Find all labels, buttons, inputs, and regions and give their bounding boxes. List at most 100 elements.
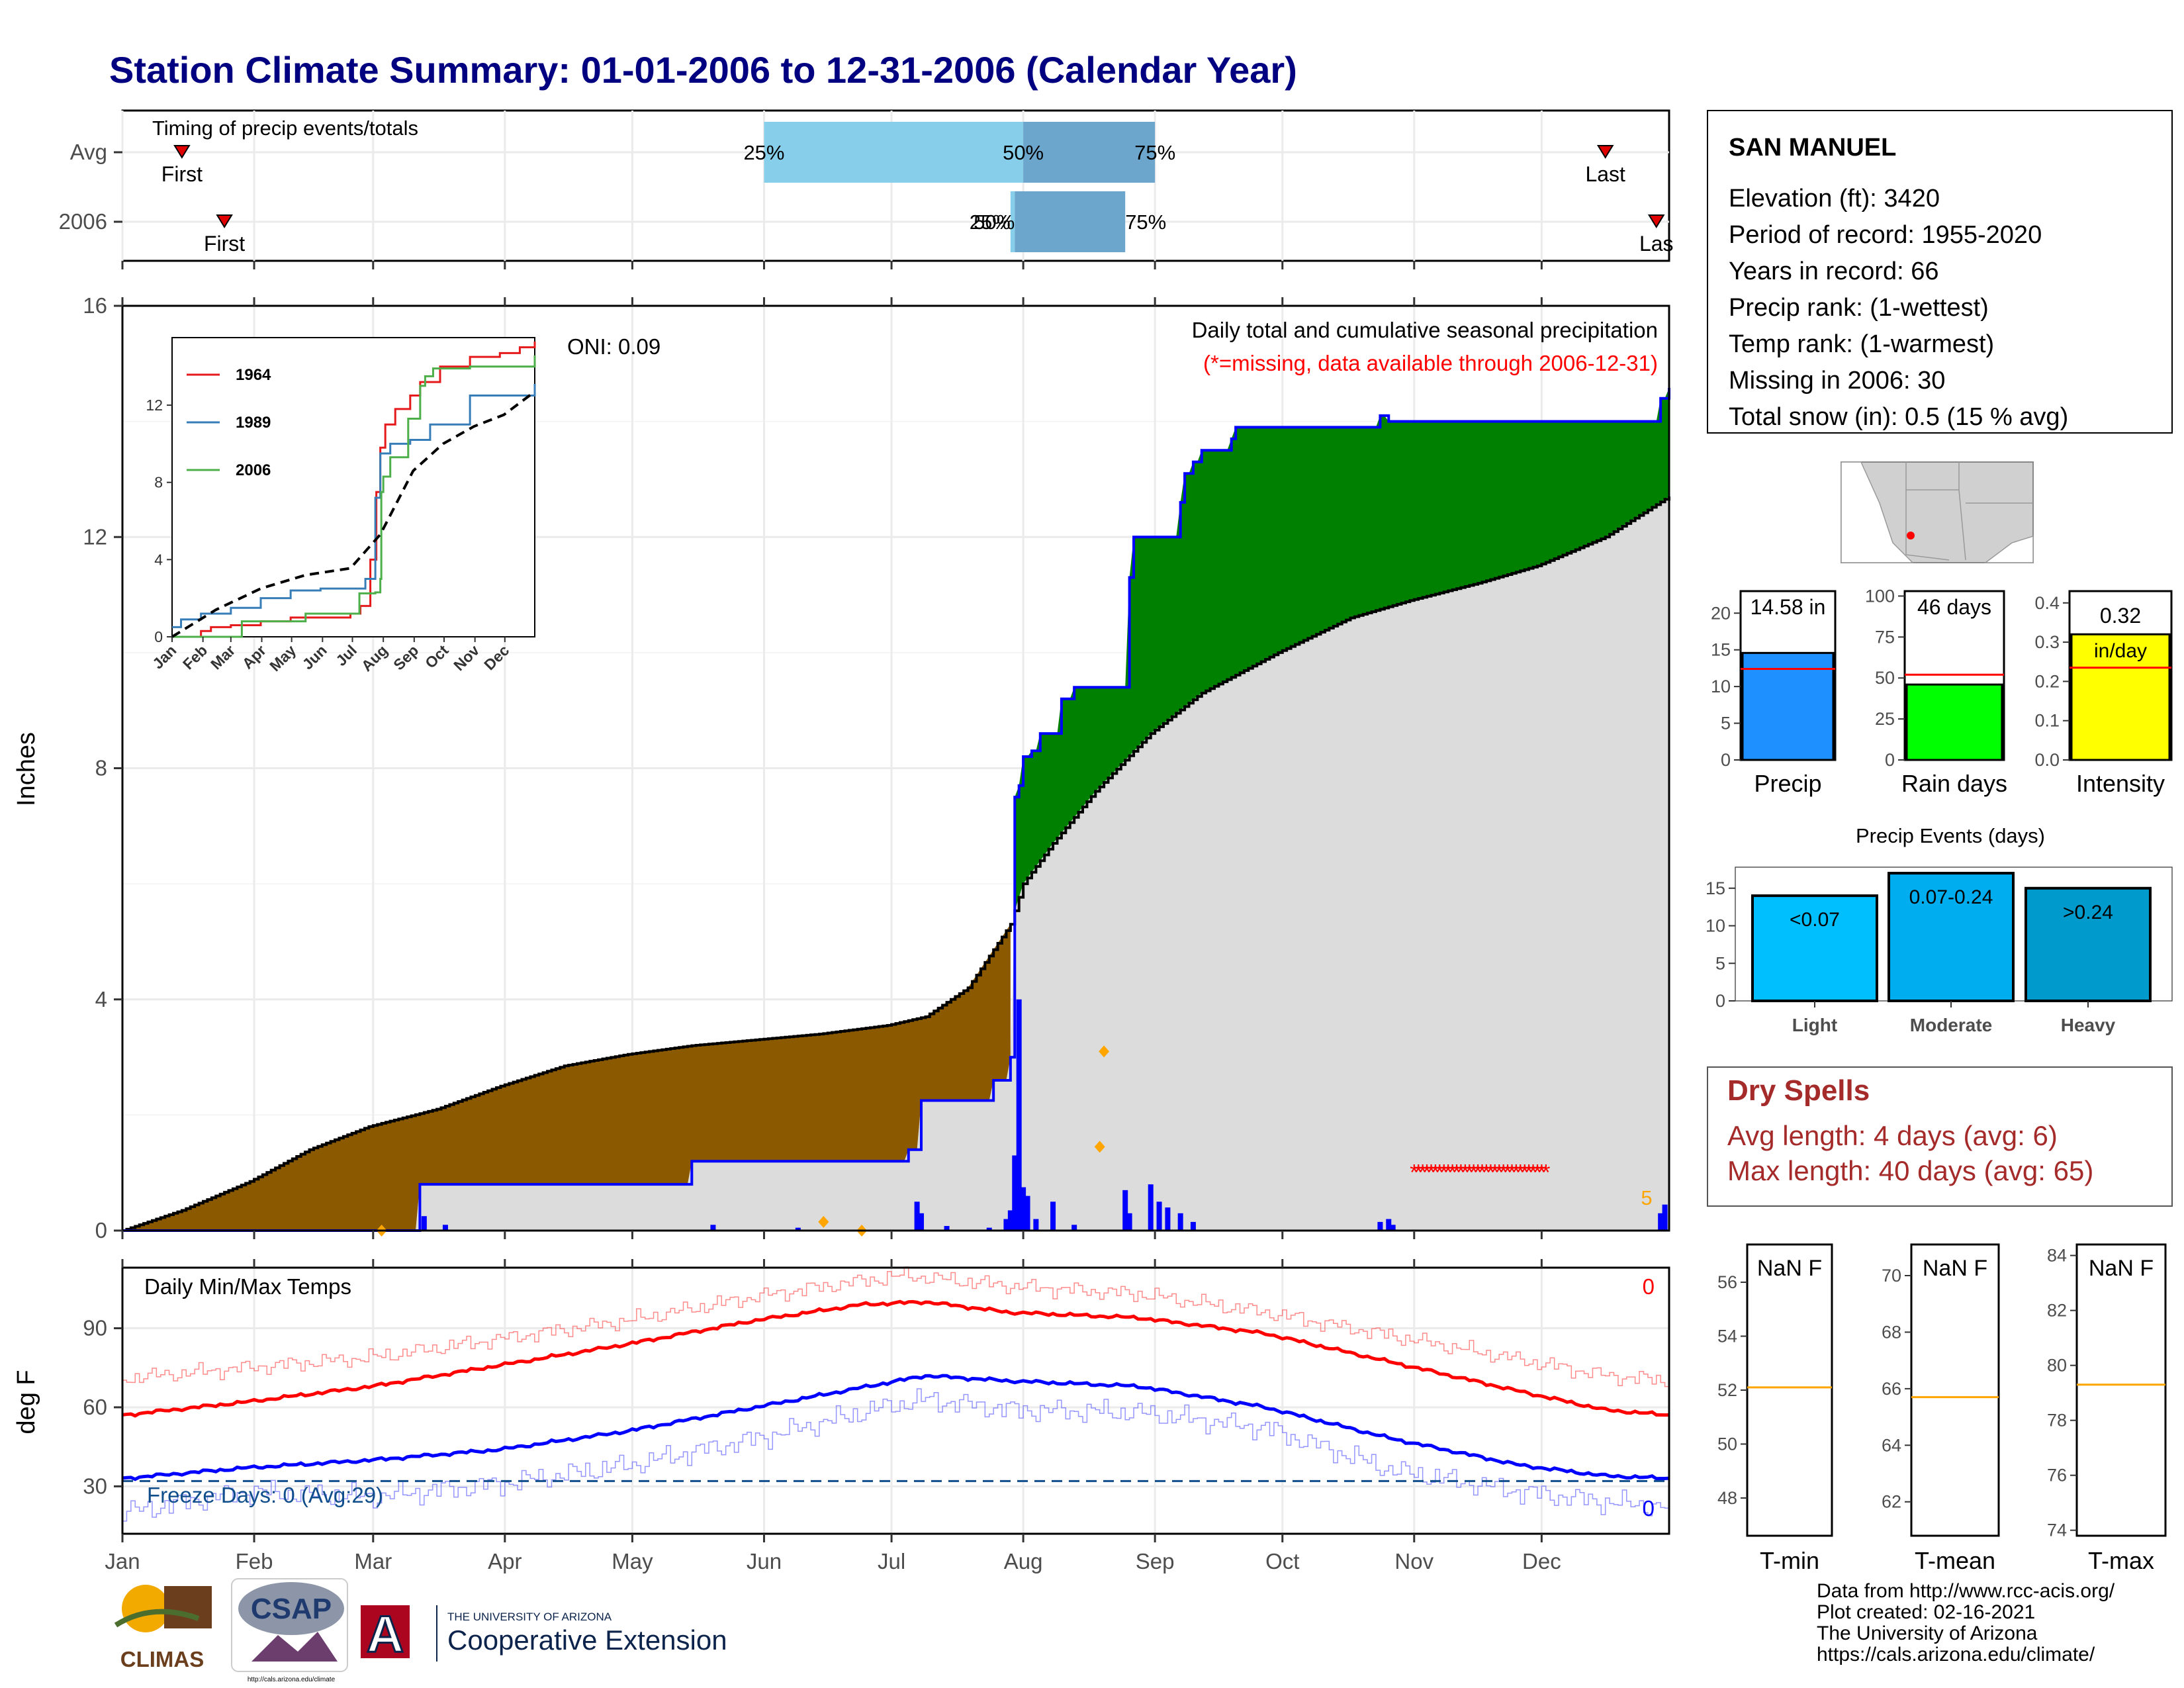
climas-wordmark: CLIMAS xyxy=(120,1647,205,1671)
missing-day-marker: * xyxy=(1486,1160,1495,1186)
timing-row-label: Avg xyxy=(70,140,107,164)
temp-box-ytick-label: 84 xyxy=(2047,1246,2067,1266)
stat-bar xyxy=(2070,633,2171,761)
stat-ytick-label: 20 xyxy=(1711,603,1731,623)
annual-stats-bars: 0 5 10 15 20 14.58 in Precip 0 25 50 75 100 46 days R… xyxy=(1711,586,2173,797)
event-range-label: >0.24 xyxy=(2063,902,2113,923)
inset-series-line xyxy=(172,341,536,638)
stat-value-label: 14.58 in xyxy=(1751,595,1826,619)
temp-box-value: NaN F xyxy=(1757,1256,1822,1281)
events-title: Precip Events (days) xyxy=(1856,824,2045,847)
daily-precip-bar xyxy=(944,1226,950,1231)
inset-legend-label: 1989 xyxy=(236,414,271,432)
temp-panel: 30 60 90 deg F Daily Min/Max Temps 0 0 Fre… xyxy=(13,1259,1670,1573)
footer-line: The University of Arizona xyxy=(1817,1622,2038,1644)
stat-ytick-label: 0.3 xyxy=(2034,632,2060,652)
daily-precip-bar xyxy=(1007,1210,1013,1231)
daily-precip-bar xyxy=(442,1225,448,1231)
precip-ytick-label: 12 xyxy=(83,524,107,549)
precip-ytick-label: 0 xyxy=(95,1218,107,1243)
dry-title: Dry Spells xyxy=(1727,1074,1870,1107)
timing-p25-label: 25% xyxy=(743,141,784,164)
missing-day-marker: * xyxy=(1444,1160,1453,1186)
station-info-line: Missing in 2006: 30 xyxy=(1729,367,1945,395)
inset-ytick-label: 8 xyxy=(154,474,163,491)
daily-precip-bar xyxy=(1386,1219,1392,1231)
missing-day-marker: * xyxy=(1410,1160,1418,1186)
timing-row-label: 2006 xyxy=(59,209,107,234)
stat-ytick-label: 0.2 xyxy=(2034,671,2060,691)
stat-bar-name: Precip xyxy=(1754,770,1821,797)
stat-ytick-label: 0.0 xyxy=(2034,750,2060,770)
month-label: Sep xyxy=(1136,1549,1175,1573)
missing-day-marker: * xyxy=(1541,1160,1550,1186)
station-info-line: Elevation (ft): 3420 xyxy=(1729,185,1940,212)
stat-ytick-label: 0 xyxy=(1721,750,1731,770)
timing-box-lower xyxy=(1010,191,1015,252)
temp-ytick-label: 60 xyxy=(83,1395,107,1419)
timing-panel: Timing of precip events/totals Avg 25% 50%… xyxy=(59,109,1674,269)
station-location-dot xyxy=(1907,532,1915,539)
temp-box-value: NaN F xyxy=(2089,1256,2154,1281)
daily-precip-bar xyxy=(1050,1201,1056,1231)
temp-box-value: NaN F xyxy=(1923,1256,1987,1281)
ua-logo: A THE UNIVERSITY OF ARIZONA Cooperative … xyxy=(361,1604,727,1664)
daily-precip-bar xyxy=(1165,1207,1171,1231)
daily-precip-bar xyxy=(1156,1201,1162,1231)
temp-box-ytick-label: 76 xyxy=(2047,1466,2067,1485)
month-label: Jun xyxy=(747,1549,782,1573)
missing-note: (*=missing, data available through 2006-… xyxy=(1203,351,1658,375)
event-category-label: Light xyxy=(1792,1015,1837,1035)
missing-day-marker: * xyxy=(1490,1160,1499,1186)
stat-value-label: 0.32 xyxy=(2100,604,2141,628)
temp-ylabel: deg F xyxy=(13,1370,40,1434)
daily-precip-bar xyxy=(1033,1219,1039,1231)
ua-small-text: THE UNIVERSITY OF ARIZONA xyxy=(447,1611,612,1623)
stat-bar xyxy=(1741,651,1835,761)
last-label: Last xyxy=(1585,162,1625,186)
temp-box-frame xyxy=(2075,1243,2167,1537)
event-category-label: Heavy xyxy=(2061,1015,2116,1035)
timing-p75-label: 75% xyxy=(1125,211,1166,234)
missing-day-marker: * xyxy=(1537,1160,1546,1186)
precip-ytick-label: 16 xyxy=(83,293,107,318)
missing-count-label: 5 xyxy=(1641,1186,1652,1209)
missing-day-marker: * xyxy=(1435,1160,1444,1186)
daily-precip-bar xyxy=(1003,1219,1009,1231)
temp-box-ytick-label: 82 xyxy=(2047,1301,2067,1321)
dry-max-length: Max length: 40 days (avg: 65) xyxy=(1727,1155,2093,1186)
precip-header: Daily total and cumulative seasonal prec… xyxy=(1192,318,1658,342)
daily-precip-bar xyxy=(914,1201,920,1231)
stat-ytick-label: 0 xyxy=(1885,750,1895,770)
daily-precip-bar xyxy=(421,1216,427,1231)
first-marker-icon xyxy=(216,214,233,228)
temp-box-frame xyxy=(1746,1243,1833,1537)
missing-day-marker: * xyxy=(1508,1160,1516,1186)
stat-bar-name: Intensity xyxy=(2076,770,2165,797)
daily-precip-bar xyxy=(1122,1190,1128,1231)
temp-box-name: T-max xyxy=(2088,1547,2154,1574)
station-info-box: SAN MANUEL Elevation (ft): 3420 Period of… xyxy=(1707,110,2173,434)
month-label: Mar xyxy=(354,1549,392,1573)
event-category-label: Moderate xyxy=(1910,1015,1992,1035)
stat-value-label: 46 days xyxy=(1917,595,1991,619)
station-info-line: Period of record: 1955-2020 xyxy=(1729,221,2042,249)
oni-label: ONI: 0.09 xyxy=(567,334,660,359)
timing-box-upper xyxy=(1023,122,1156,183)
station-info-line: Precip rank: (1-wettest) xyxy=(1729,294,1989,322)
missing-day-marker: * xyxy=(1512,1160,1520,1186)
temp-box-ytick-label: 66 xyxy=(1882,1379,1901,1399)
tmax-missing-label: 0 xyxy=(1643,1274,1655,1299)
last-marker-icon xyxy=(1596,145,1614,159)
precip-base-area xyxy=(122,496,1669,1231)
month-label: Jul xyxy=(878,1549,905,1573)
precip-ylabel: Inches xyxy=(13,732,40,806)
location-map xyxy=(1841,461,2034,563)
precip-events-panel: Precip Events (days) 0 5 10 15 <0.07 Light 0.0… xyxy=(1706,824,2173,1035)
orange-marker xyxy=(1099,1045,1110,1058)
event-range-label: 0.07-0.24 xyxy=(1909,886,1993,908)
timing-label: Timing of precip events/totals xyxy=(152,117,418,140)
ua-letter: A xyxy=(367,1605,404,1663)
temp-box-ytick-label: 52 xyxy=(1717,1380,1737,1400)
